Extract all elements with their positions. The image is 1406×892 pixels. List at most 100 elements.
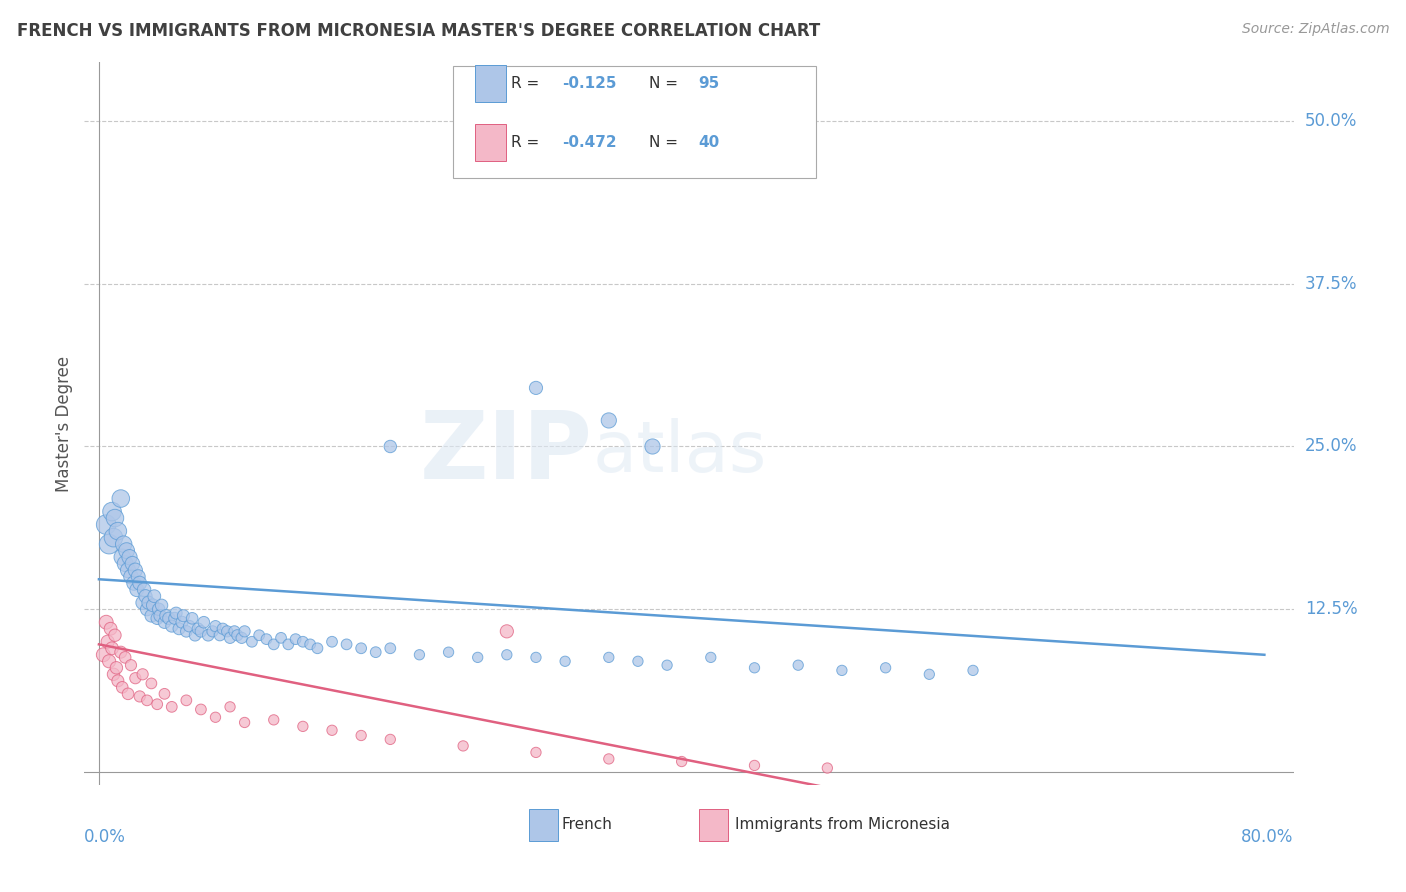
Point [104, 628, 127, 642]
Point [380, 440, 402, 454]
Point [962, 664, 984, 678]
Point [120, 569, 142, 583]
Point [437, 645, 460, 659]
Point [176, 624, 198, 639]
Point [110, 645, 132, 659]
Point [495, 648, 517, 662]
Point [380, 732, 402, 747]
Point [155, 608, 177, 623]
Point [451, 739, 474, 753]
Point [148, 602, 170, 616]
Point [598, 413, 620, 427]
Text: French: French [562, 817, 613, 832]
Point [103, 667, 125, 681]
Text: -0.472: -0.472 [562, 136, 617, 150]
Text: R =: R = [512, 76, 544, 91]
Point [149, 608, 172, 623]
Text: 25.0%: 25.0% [1305, 437, 1357, 456]
Point [124, 671, 146, 685]
FancyBboxPatch shape [529, 809, 558, 840]
Point [671, 755, 693, 769]
Point [291, 634, 314, 648]
Point [121, 557, 143, 571]
Point [97, 634, 120, 648]
Point [110, 491, 132, 506]
Point [153, 615, 176, 630]
Text: 80.0%: 80.0% [1241, 829, 1294, 847]
Point [240, 634, 263, 648]
Point [103, 531, 125, 545]
Text: 95: 95 [699, 76, 720, 91]
Text: Immigrants from Micronesia: Immigrants from Micronesia [735, 817, 950, 832]
Text: Source: ZipAtlas.com: Source: ZipAtlas.com [1241, 22, 1389, 37]
Point [170, 615, 193, 630]
Point [787, 658, 810, 673]
Point [451, 127, 474, 141]
Text: -0.125: -0.125 [562, 76, 616, 91]
Point [524, 381, 547, 395]
Point [101, 641, 124, 656]
Point [91, 648, 114, 662]
Point [184, 628, 207, 642]
Point [143, 589, 166, 603]
Point [160, 699, 183, 714]
Point [263, 713, 285, 727]
Point [120, 658, 142, 673]
Y-axis label: Master's Degree: Master's Degree [55, 356, 73, 491]
Point [153, 687, 176, 701]
Text: N =: N = [650, 136, 683, 150]
Point [98, 537, 121, 551]
Point [176, 693, 198, 707]
Point [918, 667, 941, 681]
Point [197, 628, 219, 642]
Point [190, 702, 212, 716]
Point [231, 631, 253, 645]
Point [104, 511, 127, 525]
FancyBboxPatch shape [699, 809, 728, 840]
FancyBboxPatch shape [475, 124, 506, 161]
Point [132, 582, 155, 597]
Point [181, 611, 204, 625]
Point [467, 650, 489, 665]
Text: 37.5%: 37.5% [1305, 275, 1357, 293]
Point [744, 661, 766, 675]
Text: atlas: atlas [592, 418, 766, 487]
Point [270, 631, 292, 645]
Point [96, 615, 118, 630]
Point [598, 650, 620, 665]
Point [157, 611, 180, 625]
Point [233, 624, 256, 639]
Point [96, 517, 118, 532]
Point [204, 619, 226, 633]
FancyBboxPatch shape [453, 66, 815, 178]
Point [131, 596, 153, 610]
Point [627, 654, 650, 668]
Point [131, 667, 153, 681]
Point [226, 628, 249, 642]
Point [105, 661, 128, 675]
Point [277, 637, 299, 651]
Point [247, 628, 270, 642]
Point [128, 690, 150, 704]
Point [875, 661, 897, 675]
Point [364, 645, 387, 659]
Point [217, 624, 239, 639]
Point [256, 632, 278, 647]
Point [179, 619, 201, 633]
Point [524, 650, 547, 665]
Point [201, 624, 224, 639]
Point [127, 569, 149, 583]
FancyBboxPatch shape [475, 64, 506, 103]
Point [136, 693, 159, 707]
Point [655, 658, 678, 673]
Point [142, 599, 165, 613]
Point [111, 550, 134, 565]
Point [831, 664, 853, 678]
Point [98, 654, 121, 668]
Point [101, 505, 124, 519]
Point [124, 563, 146, 577]
Point [125, 582, 148, 597]
Point [193, 615, 215, 630]
Point [219, 631, 242, 645]
Point [138, 596, 160, 610]
